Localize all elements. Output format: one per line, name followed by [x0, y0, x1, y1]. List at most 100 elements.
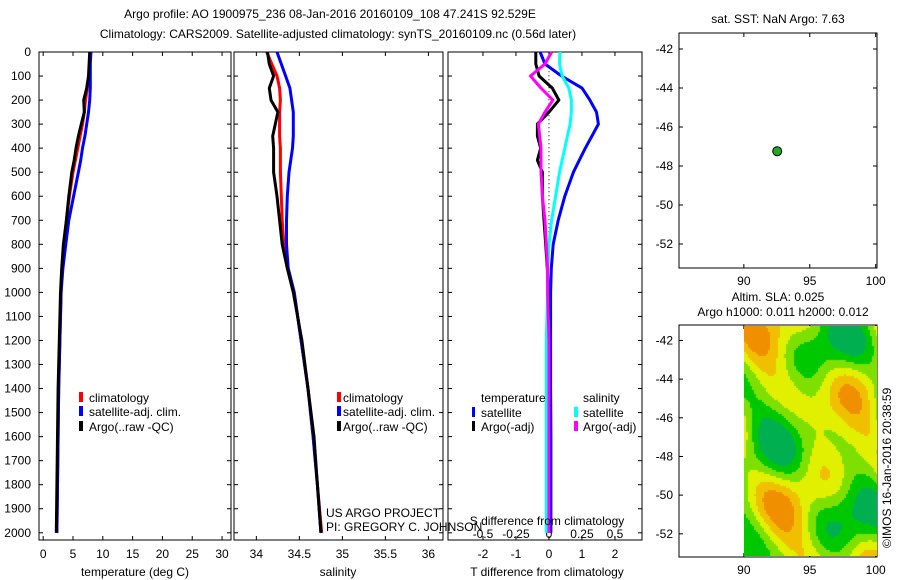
plot-frame	[38, 51, 232, 541]
legend-swatch-climatology	[79, 392, 83, 402]
legend-swatch-satellite	[337, 406, 341, 416]
legend-label: satellite	[583, 406, 624, 420]
xlabel-salinity: salinity	[320, 565, 357, 579]
x-tick-label: 90	[737, 563, 751, 577]
map-frame	[678, 32, 878, 269]
x-tick-label: 15	[126, 547, 140, 561]
xlabel-temperature: temperature (deg C)	[81, 565, 189, 579]
y-tick-label: 1600	[4, 430, 31, 444]
legend-label: climatology	[89, 391, 149, 405]
y-tick-label: -52	[656, 527, 674, 541]
x-tick-label: 36	[422, 547, 436, 561]
y-tick-label: -46	[656, 120, 674, 134]
y-tick-label: 500	[11, 165, 31, 179]
x-tick-label: 35	[336, 547, 350, 561]
legend-swatch-argo	[79, 421, 83, 431]
series-line-satellite	[544, 51, 573, 533]
map-frame	[678, 324, 878, 558]
legend-swatch-s-satellite	[574, 407, 578, 417]
sla-map-subtitle: Argo h1000: 0.011 h2000: 0.012	[697, 305, 869, 319]
y-tick-label: 1500	[4, 406, 31, 420]
x2-tick-label: -0.5	[473, 527, 494, 541]
xlabel-t-difference: T difference from climatology	[470, 565, 624, 579]
y-tick-label: 200	[11, 93, 31, 107]
x2-tick-label: -0.25	[502, 527, 530, 541]
series-line-argo-adj-	[529, 51, 555, 533]
y-tick-label: 1700	[4, 454, 31, 468]
legend-label: satellite	[481, 406, 522, 420]
y-tick-label: 0	[24, 45, 31, 59]
sla-map-panel: 90 95 100 -42 -44 -46 -48 -50 -52	[656, 324, 886, 577]
y-tick-label: 900	[11, 261, 31, 275]
legend-salinity: climatology satellite-adj. clim. Argo(..…	[337, 391, 435, 434]
y-tick-label: 400	[11, 141, 31, 155]
legend-swatch-s-argo	[574, 421, 578, 431]
y-tick-label: -52	[656, 237, 674, 251]
x-tick-label: 95	[803, 563, 817, 577]
sst-map-title: sat. SST: NaN Argo: 7.63	[711, 12, 845, 26]
x2-tick-label: 0	[546, 527, 553, 541]
legend-header-salinity: salinity	[583, 391, 620, 405]
x-tick-label: 95	[803, 274, 817, 288]
x-tick-label: 35.5	[374, 547, 398, 561]
difference-panel: -2 -1 0 1 2 -0.5 -0.25 0 0.25 0.5	[447, 51, 643, 561]
sla-map-title: Altim. SLA: 0.025	[732, 290, 825, 304]
legend-label: Argo(..raw -QC)	[89, 420, 174, 434]
x-tick-label: 100	[866, 563, 886, 577]
y-tick-label: 600	[11, 189, 31, 203]
x-tick-label: 34.5	[288, 547, 312, 561]
x-tick-label: 1	[579, 547, 586, 561]
y-tick-label: -48	[656, 159, 674, 173]
x-tick-label: 90	[737, 274, 751, 288]
legend-swatch-t-argo	[472, 421, 475, 431]
x-tick-label: 20	[156, 547, 170, 561]
legend-label: Argo(-adj)	[583, 420, 636, 434]
y-tick-label: -42	[656, 333, 674, 347]
title-line2: Climatology: CARS2009. Satellite-adjuste…	[100, 27, 576, 41]
y-tick-label: -50	[656, 198, 674, 212]
y-tick-label: 1900	[4, 502, 31, 516]
credit-pi: PI: GREGORY C. JOHNSON	[326, 520, 482, 534]
y-tick-label: 100	[11, 69, 31, 83]
x2-tick-label: 0.5	[607, 527, 624, 541]
series-line-argo-raw-qc-	[54, 51, 92, 533]
x-tick-label: 5	[70, 547, 77, 561]
title-line1: Argo profile: AO 1900975_236 08-Jan-2016…	[124, 7, 536, 21]
x-tick-label: 100	[866, 274, 886, 288]
legend-label: Argo(..raw -QC)	[343, 420, 428, 434]
xlabel-s-difference: S difference from climatology	[470, 514, 625, 528]
y-tick-label: 1100	[5, 309, 31, 323]
x2-tick-label: 0.25	[570, 527, 594, 541]
plot-frame	[233, 51, 444, 541]
argo-position-marker	[772, 146, 783, 157]
y-tick-label: 300	[11, 117, 31, 131]
x-tick-label: 25	[186, 547, 200, 561]
x-tick-label: 2	[612, 547, 619, 561]
y-tick-label: 1400	[4, 382, 31, 396]
legend-temperature: climatology satellite-adj. clim. Argo(..…	[79, 391, 181, 434]
legend-label: Argo(-adj)	[481, 420, 534, 434]
x-tick-label: 30	[215, 547, 229, 561]
salinity-panel: 34 34.5 35 35.5 36	[233, 51, 444, 561]
sla-heatmap	[744, 326, 877, 556]
x-tick-label: -1	[511, 547, 522, 561]
legend-header-temperature: temperature	[481, 391, 546, 405]
y-tick-label: -44	[656, 372, 674, 386]
y-tick-label: 1000	[4, 285, 31, 299]
series-line-satellite	[538, 51, 600, 533]
sst-map-panel: 90 95 100 -42 -44 -46 -48 -50 -52	[656, 32, 886, 288]
legend-differences: temperature salinity satellite Argo(-adj…	[472, 391, 636, 434]
y-tick-label: 1200	[4, 333, 31, 347]
y-tick-label: 700	[11, 213, 31, 227]
y-tick-label: -46	[656, 411, 674, 425]
imos-stamp: ©IMOS 16-Jan-2016 20:38:59	[880, 387, 894, 548]
legend-label: satellite-adj. clim.	[343, 405, 435, 419]
x-tick-label: 0	[546, 547, 553, 561]
x-tick-label: 34	[250, 547, 264, 561]
temperature-panel: 0100200300400500600700800900100011001200…	[4, 45, 232, 561]
legend-swatch-satellite	[79, 406, 83, 416]
x-tick-label: 10	[96, 547, 110, 561]
plot-frame	[447, 51, 643, 541]
legend-swatch-t-satellite	[472, 407, 475, 417]
